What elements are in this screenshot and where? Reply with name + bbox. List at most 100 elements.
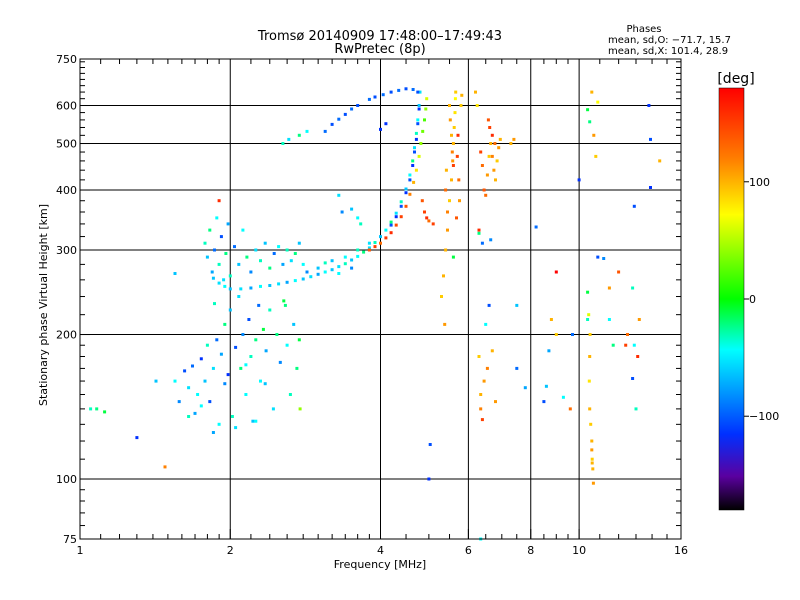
data-point-x bbox=[446, 228, 449, 232]
data-point-o bbox=[275, 333, 279, 336]
colorbar-unit-label: [deg] bbox=[717, 71, 754, 87]
data-point-o bbox=[222, 278, 226, 282]
data-point-o bbox=[596, 255, 600, 259]
data-point-o bbox=[228, 287, 232, 291]
data-point-x bbox=[482, 379, 486, 383]
data-point-o bbox=[343, 262, 347, 266]
colorbar bbox=[718, 87, 745, 511]
data-point-o bbox=[404, 187, 408, 191]
data-point-o bbox=[183, 369, 187, 373]
data-point-o bbox=[193, 411, 197, 415]
data-point-x bbox=[489, 142, 493, 145]
data-point-x bbox=[450, 178, 453, 182]
data-point-o bbox=[330, 122, 334, 126]
data-point-o bbox=[228, 274, 232, 278]
data-point-x bbox=[450, 150, 454, 154]
data-point-o bbox=[323, 270, 327, 274]
phase-heading: Phases bbox=[626, 24, 661, 35]
data-point-o bbox=[411, 88, 415, 91]
data-point-x bbox=[394, 223, 398, 227]
data-point-x bbox=[479, 407, 483, 411]
data-point-x bbox=[512, 137, 516, 141]
data-point-o bbox=[244, 393, 248, 396]
data-point-x bbox=[587, 379, 591, 383]
data-point-o bbox=[359, 222, 363, 226]
data-point-x bbox=[509, 142, 513, 145]
colorbar-tick-label: 0 bbox=[749, 293, 756, 306]
data-point-o bbox=[163, 465, 167, 469]
data-point-o bbox=[208, 400, 212, 404]
data-point-x bbox=[590, 439, 594, 443]
data-point-x bbox=[588, 407, 592, 411]
data-point-o bbox=[394, 211, 398, 215]
data-point-o bbox=[237, 262, 241, 266]
data-point-o bbox=[350, 258, 354, 262]
data-point-x bbox=[444, 168, 448, 172]
data-point-o bbox=[203, 379, 207, 383]
data-point-o bbox=[177, 400, 181, 404]
data-point-x bbox=[455, 154, 459, 158]
data-point-x bbox=[451, 164, 455, 167]
data-point-x bbox=[587, 313, 591, 317]
data-point-x bbox=[408, 192, 412, 196]
data-point-x bbox=[658, 159, 662, 163]
data-point-x bbox=[448, 118, 452, 122]
data-point-o bbox=[356, 216, 360, 220]
data-point-o bbox=[283, 303, 287, 307]
data-point-o bbox=[404, 191, 408, 195]
data-point-x bbox=[589, 422, 593, 426]
data-point-x bbox=[455, 216, 458, 220]
x-tick-label: 8 bbox=[527, 544, 534, 557]
data-point-o bbox=[268, 284, 272, 287]
data-point-x bbox=[419, 142, 423, 145]
data-point-o bbox=[254, 248, 258, 252]
data-point-o bbox=[230, 415, 234, 418]
y-tick-label: 100 bbox=[56, 473, 77, 486]
data-point-x bbox=[453, 97, 457, 101]
data-point-o bbox=[199, 357, 203, 361]
data-point-o bbox=[261, 327, 265, 331]
data-point-o bbox=[356, 254, 360, 258]
data-point-x bbox=[590, 90, 594, 94]
data-point-x bbox=[474, 90, 477, 94]
data-point-x bbox=[492, 168, 496, 172]
data-point-x bbox=[607, 286, 611, 290]
data-point-o bbox=[588, 120, 592, 124]
data-point-x bbox=[485, 366, 489, 370]
data-point-x bbox=[477, 355, 481, 358]
data-point-o bbox=[191, 364, 194, 368]
data-point-x bbox=[457, 178, 461, 182]
data-point-x bbox=[568, 407, 572, 411]
data-point-x bbox=[454, 90, 458, 94]
data-point-o bbox=[647, 104, 651, 107]
data-point-o bbox=[237, 295, 241, 298]
data-point-x bbox=[617, 270, 621, 274]
data-point-o bbox=[211, 366, 215, 370]
data-point-o bbox=[515, 303, 519, 307]
data-point-x bbox=[424, 107, 428, 111]
x-tick-label: 2 bbox=[227, 544, 234, 557]
data-point-o bbox=[484, 322, 488, 326]
y-tick-label: 750 bbox=[56, 53, 77, 66]
data-point-o bbox=[226, 222, 230, 226]
data-point-x bbox=[626, 333, 629, 336]
data-point-o bbox=[293, 279, 297, 283]
data-point-x bbox=[488, 126, 492, 129]
data-point-x bbox=[423, 210, 426, 214]
data-point-x bbox=[443, 322, 447, 326]
data-point-x bbox=[588, 355, 592, 358]
data-point-o bbox=[215, 338, 219, 342]
y-tick-label: 500 bbox=[56, 138, 77, 151]
phase-stats-x: mean, sd,X: 101.4, 28.9 bbox=[608, 46, 728, 57]
data-point-x bbox=[596, 100, 600, 104]
data-point-o bbox=[211, 276, 215, 280]
data-point-x bbox=[486, 118, 490, 122]
data-point-x bbox=[590, 461, 594, 465]
data-point-o bbox=[611, 343, 615, 347]
data-point-o bbox=[244, 363, 248, 367]
data-point-x bbox=[448, 104, 451, 107]
data-point-o bbox=[249, 355, 253, 358]
data-point-x bbox=[444, 248, 448, 252]
data-point-o bbox=[330, 259, 334, 263]
data-point-o bbox=[293, 252, 297, 255]
